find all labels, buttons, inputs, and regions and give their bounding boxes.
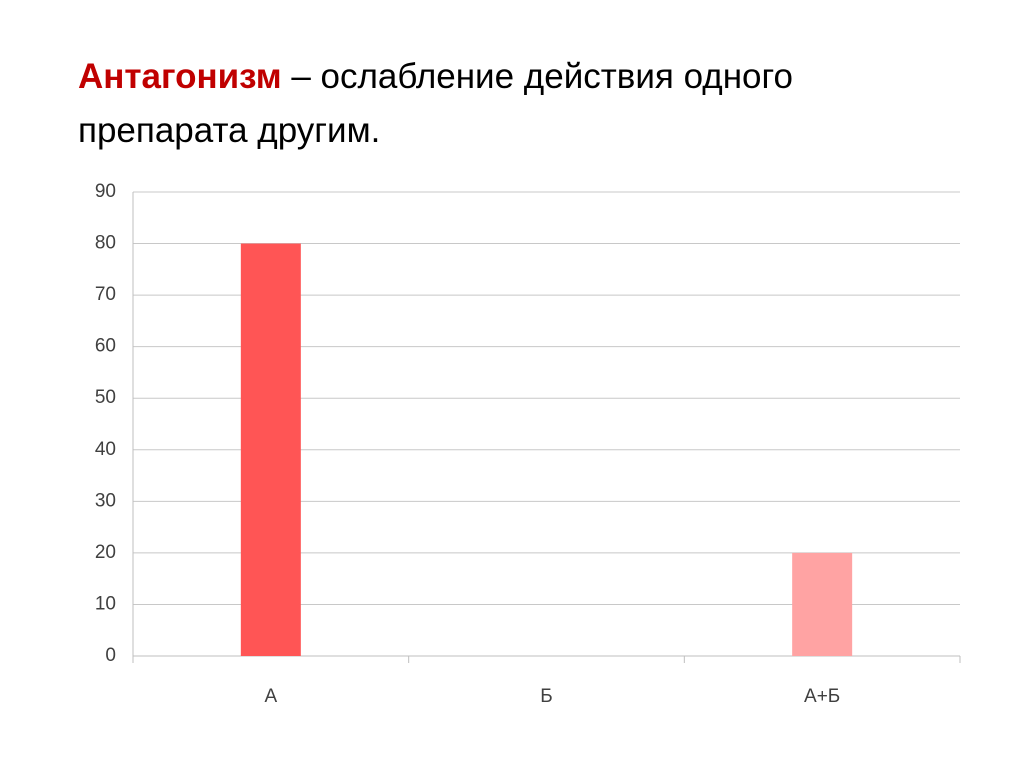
slide-title: Антагонизм – ослабление действия одного … [78, 50, 938, 158]
y-tick-label: 20 [95, 542, 116, 563]
y-tick-label: 60 [95, 336, 116, 357]
y-tick-label: 0 [105, 645, 116, 666]
bar [240, 243, 301, 657]
x-tick-label: Б [540, 686, 552, 707]
title-term: Антагонизм [78, 57, 282, 96]
y-tick-label: 10 [95, 593, 116, 614]
y-tick-label: 50 [95, 387, 116, 408]
y-tick-label: 90 [95, 181, 116, 202]
x-tick-label: А [264, 686, 277, 707]
x-tick-label: А+Б [804, 686, 840, 707]
y-tick-label: 40 [95, 439, 116, 460]
bar [792, 552, 853, 656]
title-rest: – ослабление действия одного препарата д… [78, 57, 793, 150]
y-tick-label: 70 [95, 284, 116, 305]
y-tick-label: 80 [95, 233, 116, 254]
y-tick-label: 30 [95, 490, 116, 511]
